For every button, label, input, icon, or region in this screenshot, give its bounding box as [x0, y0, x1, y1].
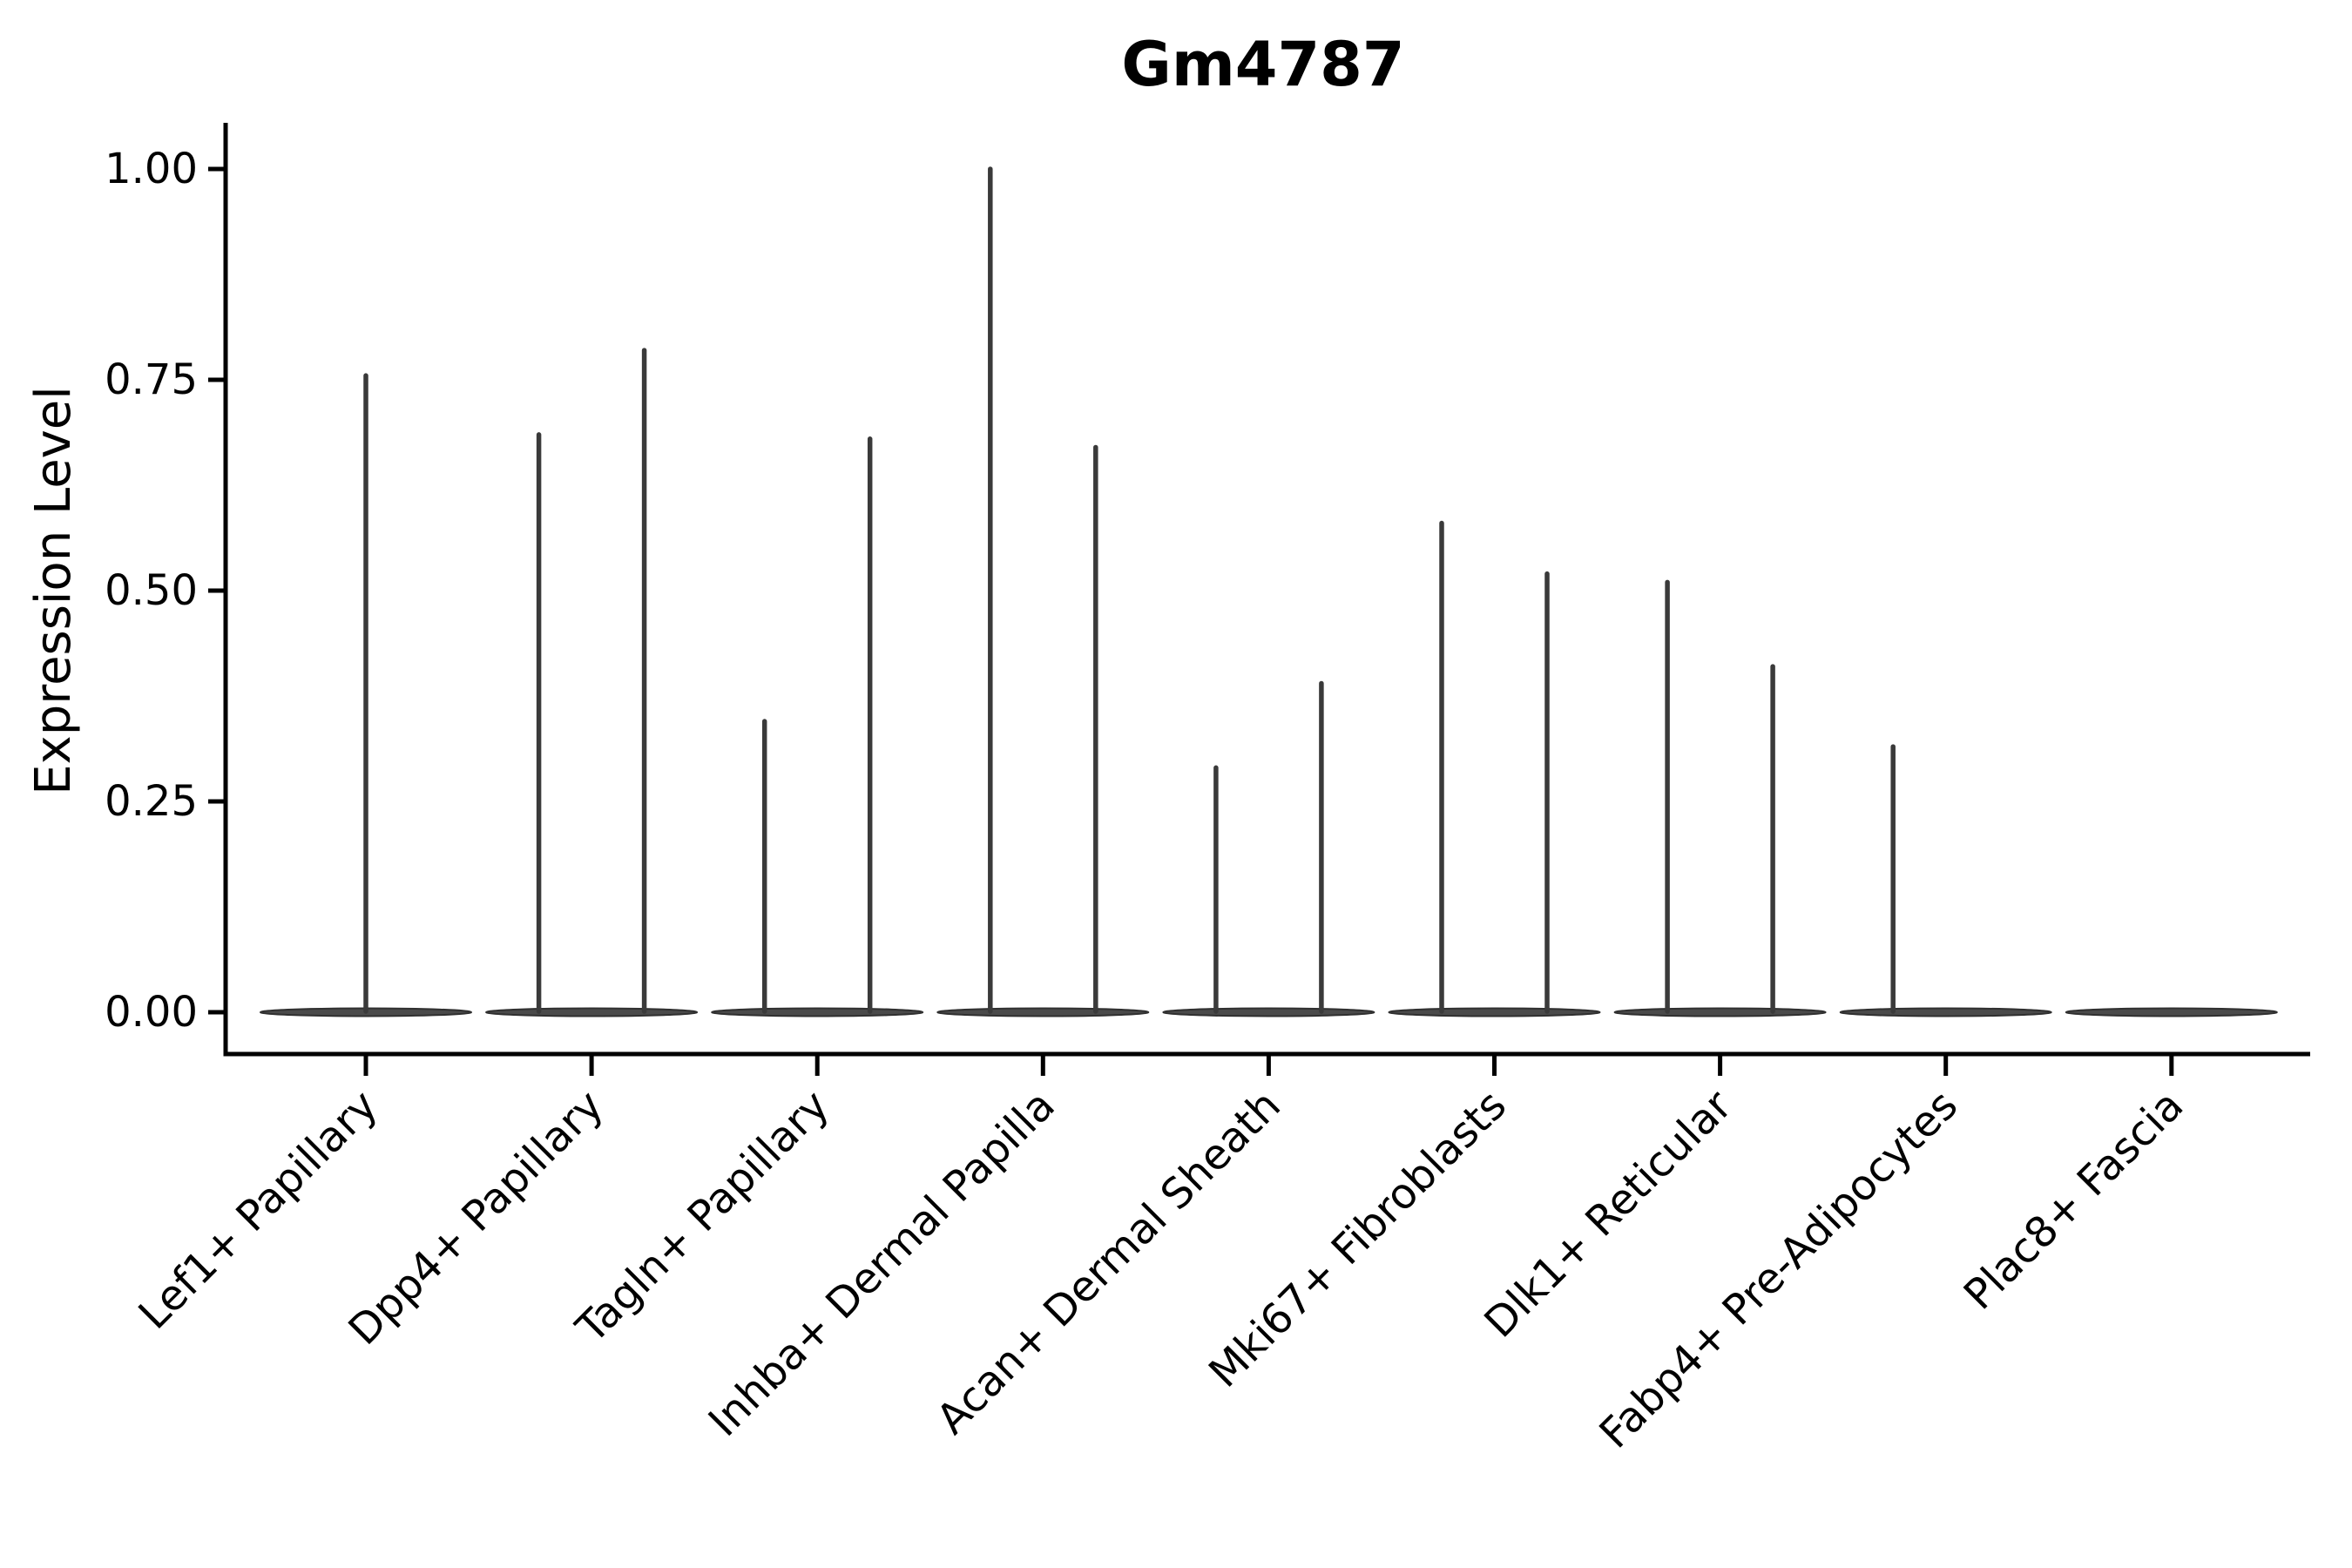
violin — [1613, 579, 1827, 1017]
violin-base — [2065, 1007, 2278, 1017]
violin-base — [711, 1007, 924, 1017]
violin-base — [1162, 1007, 1375, 1017]
x-tick-label: Plac8+ Fascia — [1955, 1081, 2193, 1320]
x-tick-label: Lef1+ Papillary — [130, 1081, 388, 1339]
y-tick-label: 0.75 — [105, 355, 198, 404]
violin — [711, 436, 924, 1017]
y-tick-layer: 0.00 0.25 0.50 0.75 1.00 — [105, 145, 226, 1037]
violin — [1388, 520, 1601, 1017]
violin-layer — [260, 166, 2278, 1017]
violin — [1839, 744, 2052, 1017]
violin-base — [1613, 1007, 1827, 1017]
x-tick-label: Dlk1+ Reticular — [1475, 1081, 1741, 1348]
violin — [2065, 1007, 2278, 1017]
violin-base — [936, 1007, 1150, 1017]
violin — [1162, 680, 1375, 1017]
x-tick-label: Fabp4+ Pre-Adipocytes — [1590, 1081, 1967, 1458]
y-tick-label: 0.50 — [105, 566, 198, 615]
axes-layer — [223, 123, 2310, 1057]
y-tick-label: 0.25 — [105, 777, 198, 826]
violin-base — [1839, 1007, 2052, 1017]
chart-title: Gm4787 — [1121, 29, 1404, 100]
violin — [260, 373, 472, 1017]
violin-base — [1388, 1007, 1601, 1017]
y-axis-label: Expression Level — [25, 386, 82, 795]
y-tick-label: 1.00 — [105, 145, 198, 193]
y-tick-label: 0.00 — [105, 988, 198, 1037]
violin — [936, 166, 1150, 1017]
violin — [485, 348, 699, 1017]
violin-base — [485, 1007, 699, 1017]
